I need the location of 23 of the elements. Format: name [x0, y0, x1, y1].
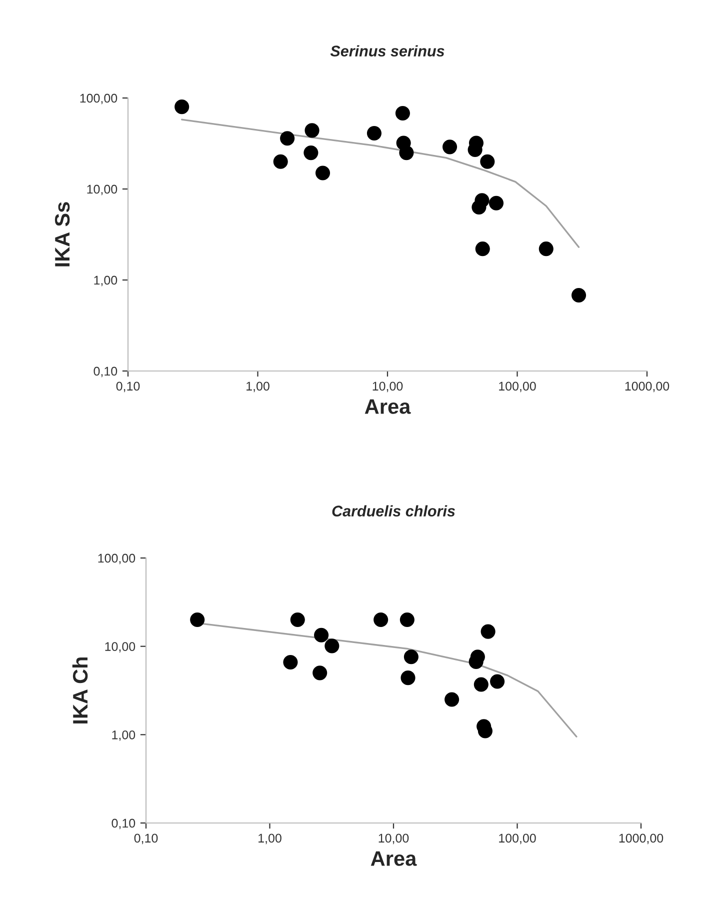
chart-title: Carduelis chloris — [332, 505, 455, 516]
y-tick-label: 1,00 — [112, 730, 136, 741]
y-tick-label: 0,10 — [112, 818, 136, 830]
y-axis-title: IKA Ss — [54, 202, 70, 266]
x-tick-label: 1,00 — [258, 834, 282, 844]
y-tick-label: 10,00 — [105, 642, 136, 652]
x-tick-label: 0,10 — [134, 834, 158, 844]
chart-title: Serinus serinus — [330, 45, 444, 56]
y-tick-label: 100,00 — [98, 554, 136, 564]
y-tick-label: 10,00 — [87, 184, 118, 196]
x-tick-label: 1,00 — [246, 382, 270, 392]
x-tick-label: 10,00 — [378, 834, 409, 844]
x-axis-title: Area — [364, 399, 411, 414]
y-tick-label: 100,00 — [80, 94, 118, 104]
y-axis-title: IKA Ch — [72, 657, 88, 724]
x-tick-label: 1000,00 — [625, 382, 670, 392]
x-axis-title: Area — [370, 851, 417, 866]
x-tick-label: 1000,00 — [619, 834, 664, 844]
x-tick-label: 100,00 — [499, 382, 536, 392]
x-tick-label: 10,00 — [372, 382, 403, 392]
x-tick-label: 100,00 — [499, 834, 536, 844]
y-tick-label: 0,10 — [94, 366, 118, 378]
y-tick-label: 1,00 — [94, 276, 118, 286]
